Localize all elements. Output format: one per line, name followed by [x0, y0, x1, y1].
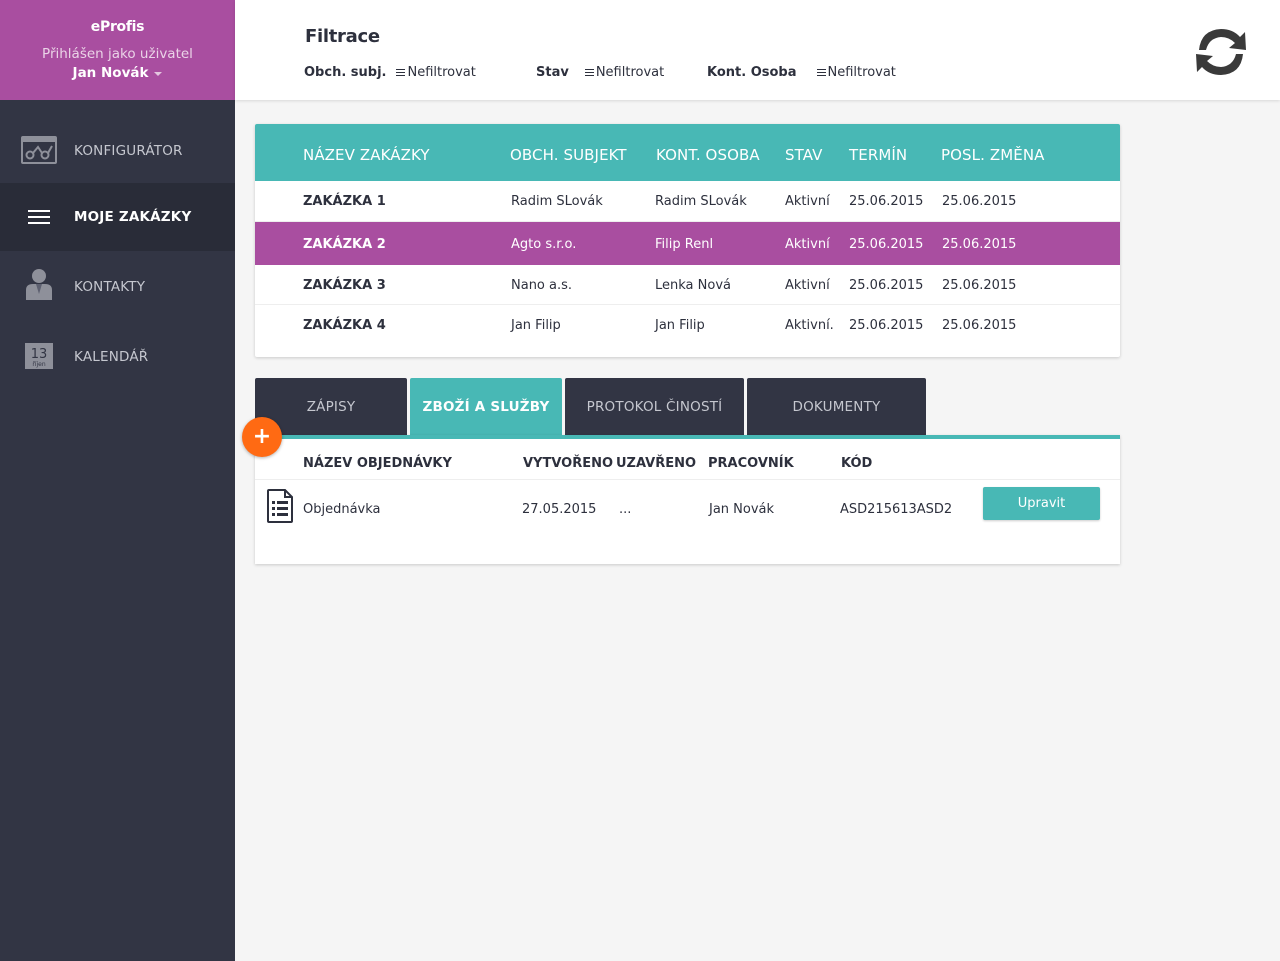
order-changed: 25.06.2015	[942, 278, 1017, 293]
order-name: ZAKÁZKA 2	[303, 237, 386, 252]
column-header: PRACOVNÍK	[708, 456, 794, 471]
filter-label: Obch. subj.	[304, 65, 387, 80]
calendar-month: říjen	[32, 361, 45, 368]
filter-title: Filtrace	[305, 26, 380, 47]
logged-as-text: Přihlášen jako uživatel	[42, 46, 193, 62]
list-icon	[816, 67, 826, 78]
order-subject: Nano a.s.	[511, 278, 573, 293]
table-row-selected[interactable]: ZAKÁZKA 2 Agto s.r.o. Filip Renl Aktivní…	[255, 222, 1120, 265]
order-item-code: ASD215613ASD2	[840, 502, 953, 517]
configurator-icon	[21, 136, 57, 164]
app-name: eProfis	[90, 19, 145, 35]
order-term: 25.06.2015	[849, 318, 924, 333]
column-header[interactable]: STAV	[785, 146, 823, 164]
order-item-closed: ...	[619, 502, 632, 517]
tab-records[interactable]: ZÁPISY	[255, 378, 407, 435]
order-person: Lenka Nová	[655, 278, 731, 293]
order-subject: Jan Filip	[511, 318, 561, 333]
goods-services-panel: NÁZEV OBJEDNÁVKY VYTVOŘENO UZAVŘENO PRAC…	[255, 435, 1120, 564]
order-subject: Radim SLovák	[511, 194, 603, 209]
filter-label: Kont. Osoba	[707, 65, 797, 80]
sidebar-item-label: KALENDÁŘ	[74, 349, 149, 365]
filter-bar: Filtrace Obch. subj. Nefiltrovat Stav Ne…	[235, 0, 1280, 100]
order-item-worker: Jan Novák	[709, 502, 775, 517]
chevron-down-icon	[154, 72, 163, 76]
sidebar-header: eProfis Přihlášen jako uživatel Jan Nová…	[0, 0, 235, 100]
table-row[interactable]: ZAKÁZKA 4 Jan Filip Jan Filip Aktivní. 2…	[255, 305, 1120, 345]
order-item-created: 27.05.2015	[522, 502, 597, 517]
column-header[interactable]: KONT. OSOBA	[656, 146, 760, 164]
document-list-icon	[267, 489, 293, 523]
orders-table-header: NÁZEV ZAKÁZKY OBCH. SUBJEKT KONT. OSOBA …	[255, 124, 1120, 181]
edit-button[interactable]: Upravit	[983, 487, 1100, 520]
tab-goods-and-services[interactable]: ZBOŽÍ A SLUŽBY	[410, 378, 562, 435]
list-icon	[584, 67, 594, 78]
column-header: UZAVŘENO	[616, 456, 697, 471]
sidebar-item-calendar[interactable]: 13 říjen KALENDÁŘ	[0, 323, 235, 391]
user-menu[interactable]: Jan Novák	[73, 65, 163, 81]
table-row[interactable]: ZAKÁZKA 1 Radim SLovák Radim SLovák Akti…	[255, 181, 1120, 222]
order-name: ZAKÁZKA 1	[303, 194, 386, 209]
table-row: Objednávka 27.05.2015 ... Jan Novák ASD2…	[255, 480, 1120, 536]
sidebar-item-contacts[interactable]: KONTAKTY	[0, 251, 235, 323]
list-icon	[396, 67, 406, 78]
filter-value: Nefiltrovat	[595, 65, 665, 80]
column-header[interactable]: NÁZEV ZAKÁZKY	[303, 146, 430, 164]
column-header[interactable]: OBCH. SUBJEKT	[510, 146, 627, 164]
sidebar-item-label: KONTAKTY	[74, 279, 146, 295]
filter-business-subject: Obch. subj. Nefiltrovat	[304, 65, 476, 80]
order-person: Radim SLovák	[655, 194, 747, 209]
sidebar: eProfis Přihlášen jako uživatel Jan Nová…	[0, 0, 235, 961]
column-header: NÁZEV OBJEDNÁVKY	[303, 456, 452, 471]
sidebar-item-label: KONFIGURÁTOR	[74, 142, 183, 159]
filter-contact-person-select[interactable]: Nefiltrovat	[816, 65, 896, 80]
filter-business-subject-select[interactable]: Nefiltrovat	[396, 65, 476, 80]
column-header[interactable]: POSL. ZMĚNA	[941, 146, 1045, 164]
add-button[interactable]: +	[242, 417, 282, 457]
column-header: KÓD	[841, 456, 873, 471]
filter-value: Nefiltrovat	[407, 65, 476, 80]
filter-value: Nefiltrovat	[827, 65, 896, 80]
tab-documents[interactable]: DOKUMENTY	[747, 378, 926, 435]
filter-status: Stav Nefiltrovat	[536, 65, 664, 80]
sidebar-item-configurator[interactable]: KONFIGURÁTOR	[0, 118, 235, 183]
order-changed: 25.06.2015	[942, 237, 1017, 252]
filter-label: Stav	[536, 65, 569, 80]
order-person: Filip Renl	[655, 237, 714, 252]
orders-table: NÁZEV ZAKÁZKY OBCH. SUBJEKT KONT. OSOBA …	[255, 124, 1120, 357]
order-changed: 25.06.2015	[942, 318, 1017, 333]
order-name: ZAKÁZKA 4	[303, 318, 386, 333]
sidebar-item-label: MOJE ZAKÁZKY	[74, 209, 192, 225]
order-term: 25.06.2015	[849, 194, 924, 209]
filter-contact-person: Kont. Osoba Nefiltrovat	[707, 65, 896, 80]
filter-status-select[interactable]: Nefiltrovat	[584, 65, 665, 80]
order-status: Aktivní	[785, 278, 830, 293]
sidebar-item-my-orders[interactable]: MOJE ZAKÁZKY	[0, 183, 235, 251]
order-status: Aktivní	[785, 194, 830, 209]
detail-table-header: NÁZEV OBJEDNÁVKY VYTVOŘENO UZAVŘENO PRAC…	[255, 439, 1120, 480]
order-status: Aktivní.	[785, 318, 834, 333]
table-row[interactable]: ZAKÁZKA 3 Nano a.s. Lenka Nová Aktivní 2…	[255, 265, 1120, 305]
user-name: Jan Novák	[72, 65, 149, 81]
order-term: 25.06.2015	[849, 237, 924, 252]
refresh-icon[interactable]	[1193, 24, 1249, 80]
order-term: 25.06.2015	[849, 278, 924, 293]
calendar-icon: 13 říjen	[25, 343, 53, 369]
tab-activity-log[interactable]: PROTOKOL ČINOSTÍ	[565, 378, 744, 435]
order-item-name: Objednávka	[303, 502, 381, 517]
column-header: VYTVOŘENO	[523, 456, 614, 471]
menu-icon	[28, 210, 50, 224]
order-subject: Agto s.r.o.	[511, 237, 577, 252]
order-person: Jan Filip	[655, 318, 705, 333]
order-name: ZAKÁZKA 3	[303, 278, 386, 293]
order-status: Aktivní	[785, 237, 830, 252]
order-changed: 25.06.2015	[942, 194, 1017, 209]
calendar-day: 13	[31, 347, 48, 362]
column-header[interactable]: TERMÍN	[849, 146, 908, 164]
contact-person-icon	[26, 269, 52, 300]
